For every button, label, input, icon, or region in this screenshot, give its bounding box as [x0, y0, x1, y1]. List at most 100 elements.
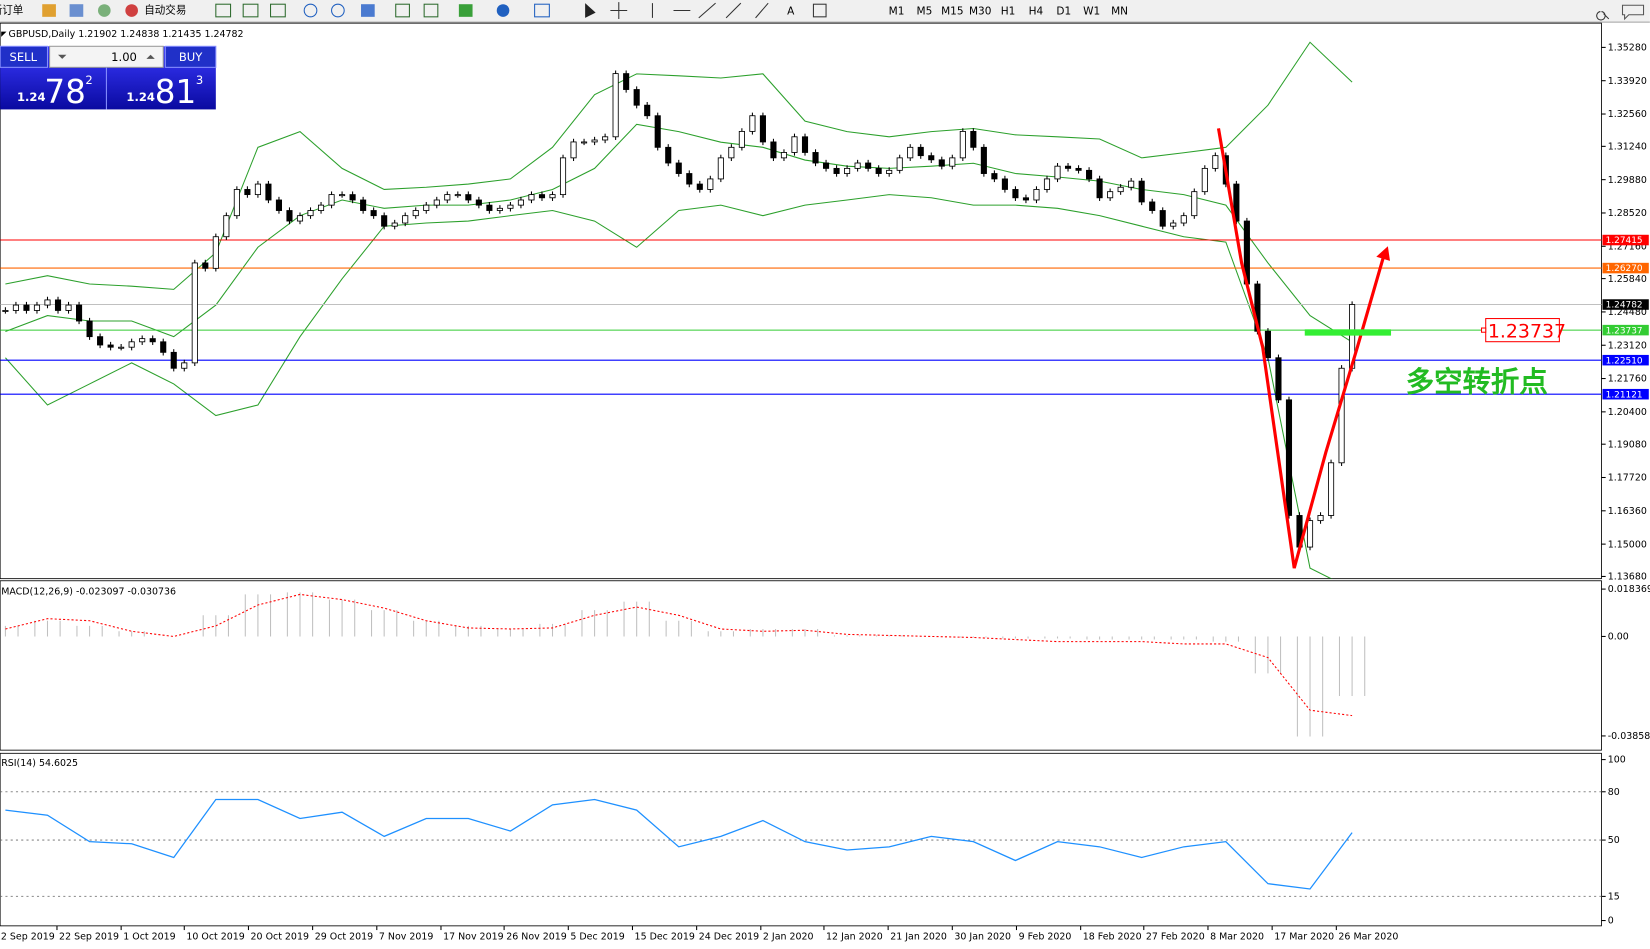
- timeframe-button[interactable]: M1: [889, 6, 905, 18]
- sell-label[interactable]: SELL: [10, 50, 38, 64]
- icon[interactable]: [458, 4, 473, 17]
- candle: [76, 304, 83, 322]
- candle: [2, 310, 9, 312]
- candle: [286, 210, 293, 222]
- chat-icon[interactable]: [1621, 4, 1645, 21]
- candle: [65, 304, 72, 311]
- icon[interactable]: A: [787, 6, 795, 18]
- ask-big[interactable]: 1.24: [126, 90, 155, 104]
- timeframe-button[interactable]: M15: [941, 6, 963, 18]
- candle: [1096, 178, 1103, 199]
- candle: [1180, 215, 1187, 224]
- y-tick-label: 1.35280: [1608, 43, 1647, 54]
- candle: [475, 199, 482, 206]
- buy-label[interactable]: BUY: [179, 50, 203, 64]
- x-tick-label: 9 Feb 2020: [1019, 932, 1072, 943]
- icon[interactable]: [610, 2, 628, 19]
- icon[interactable]: [215, 3, 232, 18]
- x-tick-label: 26 Mar 2020: [1338, 932, 1398, 943]
- search-icon[interactable]: [1596, 11, 1610, 21]
- timeframe-button[interactable]: H1: [1001, 6, 1016, 18]
- candle: [212, 236, 219, 269]
- lots-value[interactable]: 1.00: [111, 50, 137, 64]
- candle: [812, 152, 819, 164]
- level-tag-label: 1.22510: [1606, 356, 1643, 366]
- rsi-line: [5, 798, 1353, 890]
- y-tick-label: 1.28520: [1608, 208, 1647, 219]
- timeframe-button[interactable]: MN: [1111, 6, 1128, 18]
- icon[interactable]: [651, 2, 769, 19]
- timeframe-button[interactable]: H4: [1029, 6, 1044, 18]
- y-tick-label: 1.19080: [1608, 439, 1647, 450]
- sell-button[interactable]: [0, 45, 49, 68]
- y-tick-label: 15: [1608, 892, 1620, 903]
- icon[interactable]: [812, 3, 827, 18]
- candle: [591, 139, 598, 143]
- timeframe-button[interactable]: M5: [917, 6, 933, 18]
- timeframe-button[interactable]: W1: [1083, 6, 1100, 18]
- candle: [581, 141, 588, 144]
- candle: [507, 204, 514, 209]
- annotation-bar: [1304, 329, 1392, 336]
- candle: [244, 189, 251, 196]
- icon[interactable]: [361, 4, 375, 17]
- candle: [1159, 210, 1166, 227]
- icon[interactable]: [585, 3, 596, 18]
- candle: [938, 159, 945, 167]
- buy-button[interactable]: [164, 45, 217, 68]
- x-tick-label: 26 Nov 2019: [506, 932, 567, 943]
- icon[interactable]: [395, 3, 410, 18]
- candle: [549, 194, 556, 199]
- y-tick-label: 1.24480: [1608, 307, 1647, 318]
- icon[interactable]: [242, 3, 259, 18]
- icon[interactable]: [270, 3, 286, 18]
- icon[interactable]: [303, 3, 318, 18]
- price-panel: [0, 22, 1602, 580]
- bid-point[interactable]: 2: [85, 73, 92, 87]
- x-tick-label: 17 Mar 2020: [1274, 932, 1334, 943]
- candle: [233, 189, 240, 217]
- x-tick-label: 22 Sep 2019: [59, 932, 119, 943]
- annotation-arrow: [1216, 128, 1387, 569]
- candle: [801, 136, 809, 153]
- x-tick-label: 24 Dec 2019: [699, 932, 759, 943]
- icon[interactable]: [42, 4, 56, 17]
- candle: [1022, 197, 1030, 201]
- candle: [486, 204, 493, 211]
- auto-trading-button[interactable]: 自动交易: [144, 4, 186, 17]
- new-order-button[interactable]: 新订单: [0, 4, 23, 17]
- icon[interactable]: [423, 3, 439, 18]
- timeframe-button[interactable]: M30: [969, 6, 991, 18]
- bollinger-upper: [5, 41, 1353, 290]
- x-tick-label: 10 Oct 2019: [186, 932, 244, 943]
- y-tick-label: 1.29880: [1608, 175, 1647, 186]
- candle: [412, 210, 419, 217]
- y-tick-label: 1.31240: [1608, 142, 1647, 153]
- icon[interactable]: [69, 4, 84, 17]
- icon[interactable]: [534, 3, 550, 18]
- candle: [1264, 330, 1271, 359]
- candle: [1138, 180, 1145, 203]
- icon[interactable]: [125, 4, 138, 17]
- candle: [865, 162, 872, 169]
- lots-input[interactable]: [49, 45, 164, 68]
- candle: [496, 207, 503, 211]
- icon[interactable]: [496, 4, 510, 17]
- bid-pips[interactable]: 78: [44, 73, 86, 111]
- y-tick-label: 0: [1608, 916, 1614, 927]
- candle: [1275, 357, 1282, 401]
- ask-pips[interactable]: 81: [155, 73, 197, 111]
- y-tick-label: 100: [1608, 755, 1626, 766]
- candle: [854, 162, 861, 169]
- icon[interactable]: [97, 4, 111, 17]
- bid-big[interactable]: 1.24: [17, 90, 46, 104]
- candle: [296, 215, 304, 222]
- icon[interactable]: [331, 3, 345, 18]
- x-tick-label: 15 Dec 2019: [635, 932, 695, 943]
- candle: [517, 199, 524, 206]
- y-tick-label: 1.32560: [1608, 109, 1647, 120]
- ask-point[interactable]: 3: [196, 73, 203, 87]
- timeframe-button[interactable]: D1: [1056, 6, 1071, 18]
- candle: [528, 194, 535, 201]
- candle: [360, 199, 367, 211]
